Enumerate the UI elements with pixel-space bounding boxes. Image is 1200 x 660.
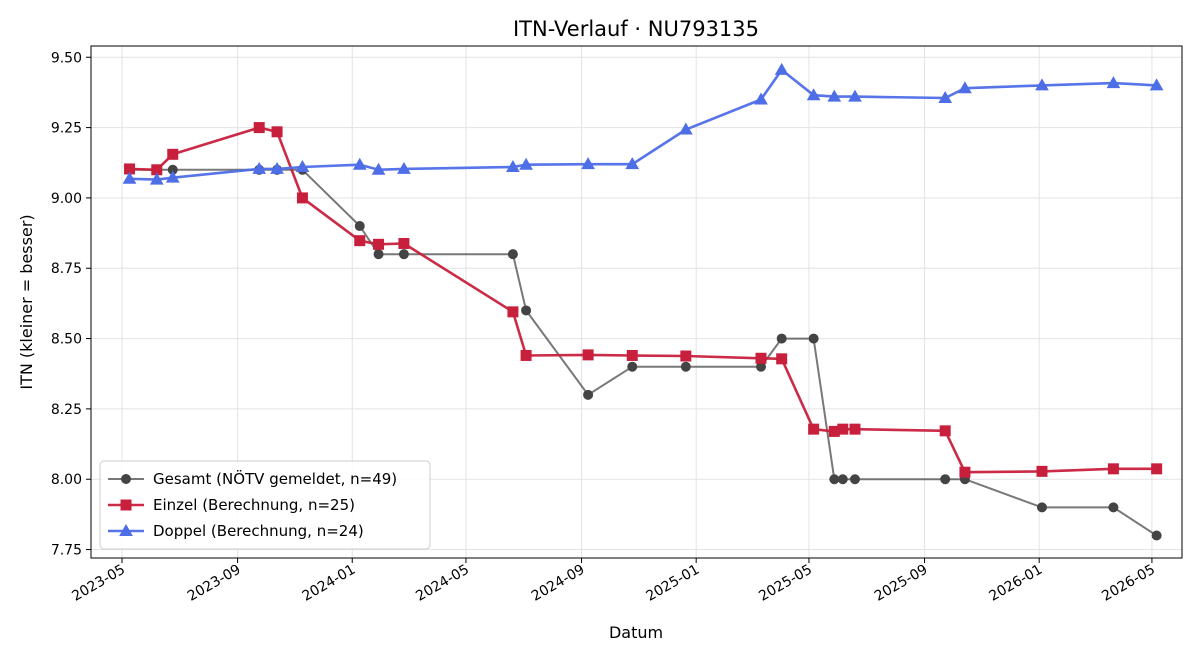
data-point: [754, 92, 768, 105]
data-point: [940, 474, 951, 485]
data-point: [371, 162, 386, 175]
data-point: [121, 474, 131, 484]
data-point: [678, 122, 693, 135]
data-point: [507, 249, 518, 260]
data-point: [1107, 463, 1119, 475]
data-point: [827, 89, 842, 102]
legend: Gesamt (NÖTV gemeldet, n=49) Einzel (Bere…: [99, 460, 431, 550]
data-point: [626, 349, 638, 361]
data-point: [270, 161, 284, 174]
data-point: [849, 423, 861, 435]
data-point: [252, 161, 267, 174]
data-point: [167, 148, 179, 160]
data-point: [398, 249, 409, 260]
y-axis-label: ITN (kleiner = besser): [17, 214, 36, 389]
data-point: [1108, 502, 1119, 513]
data-point: [520, 349, 532, 361]
plot-frame: [90, 45, 1183, 559]
data-point: [680, 350, 692, 362]
legend-box: [99, 460, 431, 550]
y-tick-label: 9.00: [51, 191, 82, 207]
legend-entry: Einzel (Berechnung, n=25): [153, 496, 355, 514]
data-point: [829, 474, 840, 485]
data-point: [806, 88, 821, 101]
data-point: [149, 172, 164, 185]
data-point: [354, 221, 365, 232]
data-point: [1036, 465, 1048, 477]
series-3: [122, 62, 1164, 185]
y-tick-label: 8.25: [51, 402, 82, 418]
data-point: [1035, 78, 1049, 91]
data-point: [848, 89, 862, 102]
data-point: [507, 306, 519, 318]
data-point: [582, 349, 594, 361]
data-point: [119, 523, 133, 536]
data-point: [583, 389, 594, 400]
data-point: [397, 161, 411, 174]
data-point: [755, 352, 767, 364]
data-point: [1151, 463, 1163, 475]
data-point: [776, 353, 788, 365]
data-point: [959, 466, 971, 478]
data-point: [253, 122, 265, 134]
data-point: [354, 235, 366, 247]
x-axis-label: Datum: [609, 623, 663, 642]
data-point: [939, 425, 951, 437]
data-point: [776, 333, 787, 344]
y-tick-label: 8.50: [51, 332, 82, 348]
data-point: [849, 474, 860, 485]
data-point: [165, 170, 180, 183]
data-point: [808, 423, 820, 435]
data-point: [120, 499, 132, 511]
chart-title: ITN-Verlauf · NU793135: [513, 17, 759, 41]
data-point: [271, 126, 283, 138]
data-point: [296, 192, 308, 204]
data-point: [627, 361, 638, 372]
data-point: [837, 474, 848, 485]
data-point: [1149, 78, 1164, 91]
y-tick-label: 7.75: [51, 543, 82, 559]
y-tick-label: 9.25: [51, 121, 82, 137]
data-point: [1106, 76, 1121, 89]
data-point: [680, 361, 691, 372]
data-point: [373, 238, 385, 250]
data-point: [581, 157, 595, 170]
data-point: [1151, 530, 1162, 541]
data-point: [958, 81, 972, 94]
data-point: [1036, 502, 1047, 513]
data-point: [774, 62, 789, 75]
y-tick-label: 8.00: [51, 472, 82, 488]
data-point: [122, 171, 137, 184]
data-point: [398, 237, 410, 249]
y-tick-label: 8.75: [51, 261, 82, 277]
legend-entry: Gesamt (NÖTV gemeldet, n=49): [153, 469, 397, 488]
data-point: [373, 249, 384, 260]
data-point: [521, 305, 532, 316]
data-point: [625, 157, 640, 170]
legend-entry: Doppel (Berechnung, n=24): [153, 522, 364, 540]
data-point: [938, 91, 953, 104]
series-layer: [122, 62, 1164, 541]
data-point: [837, 423, 849, 435]
data-point: [519, 157, 533, 170]
y-tick-label: 9.50: [51, 50, 82, 66]
data-point: [295, 159, 310, 172]
data-point: [506, 159, 520, 172]
data-point: [352, 157, 367, 170]
series-2: [124, 122, 1163, 478]
data-point: [808, 333, 819, 344]
